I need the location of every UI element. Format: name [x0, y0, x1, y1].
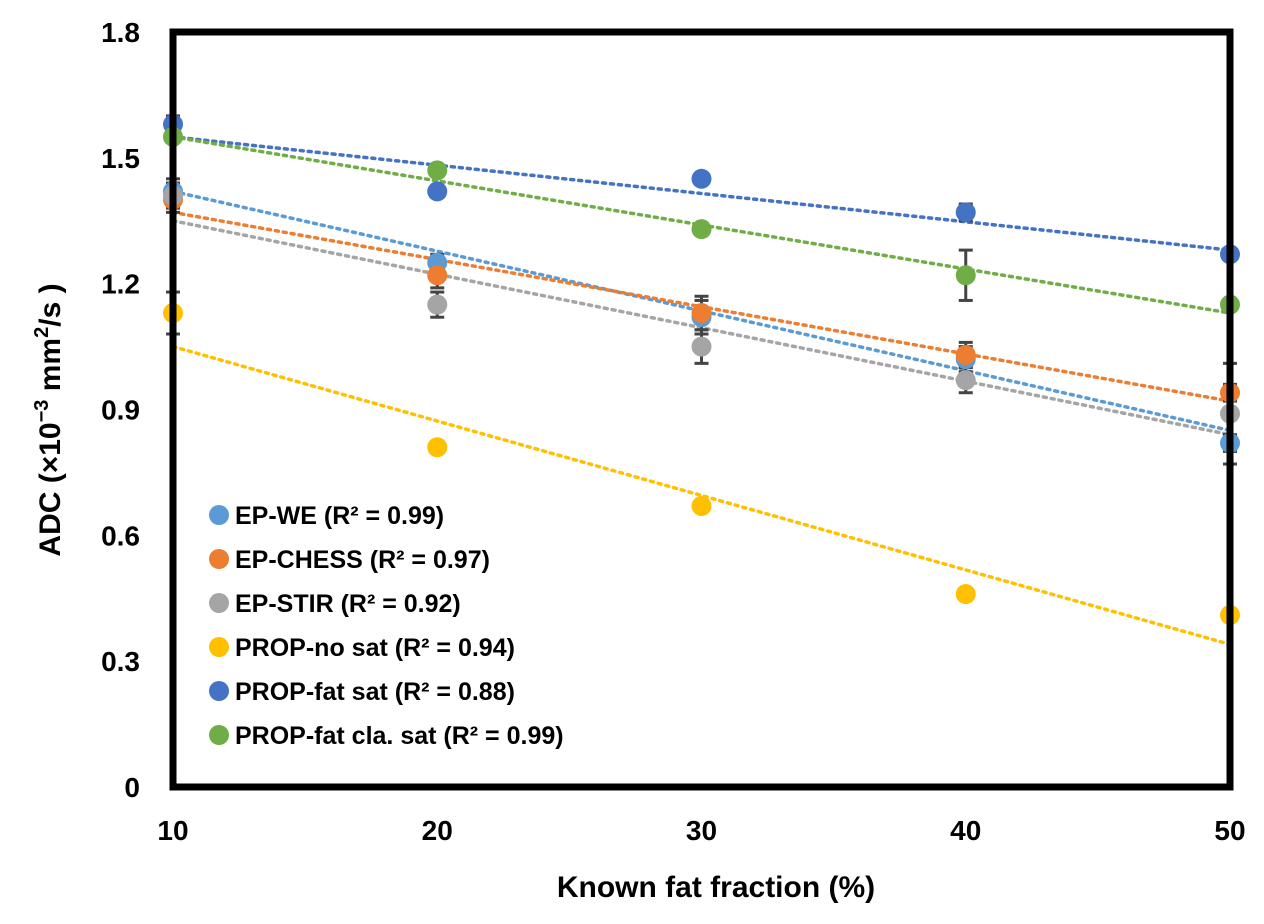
- trendline-prop-no-sat: [171, 344, 1232, 647]
- plot-frame: [169, 28, 1234, 791]
- point-prop-fat-cla-sat: [691, 219, 712, 240]
- y-axis-title-prefix: ADC (×10: [34, 422, 67, 556]
- legend-r-squared: (R² = 0.99): [443, 722, 563, 750]
- legend-marker-prop-fat-cla-sat: [209, 725, 229, 745]
- trendline-ep-we: [171, 189, 1232, 433]
- x-tick-label: 10: [157, 815, 188, 846]
- legend-r-squared: (R² = 0.97): [370, 546, 490, 574]
- point-prop-no-sat: [691, 495, 712, 516]
- point-prop-fat-sat: [955, 202, 976, 223]
- legend-marker-prop-no-sat: [209, 637, 229, 657]
- legend-series-name: PROP-no sat: [235, 634, 395, 662]
- point-ep-chess: [427, 265, 448, 286]
- legend-label-prop-fat-cla-sat: PROP-fat cla. sat (R² = 0.99): [235, 722, 564, 750]
- y-tick-label: 0: [124, 772, 140, 803]
- y-axis-title-exponent: −3: [31, 400, 53, 423]
- legend-marker-ep-stir: [209, 593, 229, 613]
- point-prop-fat-cla-sat: [955, 265, 976, 286]
- legend-series-name: EP-CHESS: [235, 546, 370, 574]
- legend-series-name: PROP-fat sat: [235, 678, 395, 706]
- point-prop-fat-sat: [691, 168, 712, 189]
- point-ep-stir: [691, 336, 712, 357]
- y-axis-title: ADC (×10−3 mm2/s ): [31, 283, 67, 556]
- point-ep-stir: [955, 370, 976, 391]
- trendline-prop-fat-sat: [171, 135, 1232, 252]
- y-tick-label: 0.9: [101, 395, 140, 426]
- x-tick-label: 20: [422, 815, 453, 846]
- legend-r-squared: (R² = 0.92): [341, 590, 461, 618]
- legend-label-prop-no-sat: PROP-no sat (R² = 0.94): [235, 634, 515, 662]
- x-tick-label: 30: [686, 815, 717, 846]
- y-tick-label: 0.3: [101, 646, 140, 677]
- y-tick-label: 0.6: [101, 520, 140, 551]
- point-prop-fat-sat: [427, 181, 448, 202]
- y-tick-label: 1.5: [101, 143, 140, 174]
- x-axis-title: Known fat fraction (%): [557, 871, 875, 904]
- y-axis-title-suffix: /s ): [34, 283, 67, 326]
- legend: EP-WE (R² = 0.99)EP-CHESS (R² = 0.97)EP-…: [209, 502, 564, 750]
- point-ep-stir: [427, 294, 448, 315]
- x-axis-ticks: 10 20 30 40 50: [157, 815, 1245, 846]
- point-ep-chess: [955, 344, 976, 365]
- legend-label-ep-we: EP-WE (R² = 0.99): [235, 502, 444, 530]
- legend-r-squared: (R² = 0.88): [395, 678, 515, 706]
- legend-marker-ep-chess: [209, 549, 229, 569]
- x-tick-label: 40: [950, 815, 981, 846]
- point-prop-no-sat: [955, 584, 976, 605]
- y-axis-ticks: 0 0.3 0.6 0.9 1.2 1.5 1.8: [101, 17, 140, 803]
- legend-marker-prop-fat-sat: [209, 681, 229, 701]
- legend-r-squared: (R² = 0.99): [324, 502, 444, 530]
- legend-marker-ep-we: [209, 505, 229, 525]
- legend-series-name: EP-WE: [235, 502, 324, 530]
- y-tick-label: 1.8: [101, 17, 140, 48]
- point-ep-chess: [691, 303, 712, 324]
- y-axis-title-unit-exponent: 2: [31, 327, 53, 338]
- y-axis-title-unit: mm: [34, 338, 67, 400]
- x-tick-label: 50: [1214, 815, 1245, 846]
- legend-r-squared: (R² = 0.94): [395, 634, 515, 662]
- legend-label-ep-chess: EP-CHESS (R² = 0.97): [235, 546, 490, 574]
- legend-label-prop-fat-sat: PROP-fat sat (R² = 0.88): [235, 678, 515, 706]
- legend-series-name: PROP-fat cla. sat: [235, 722, 443, 750]
- point-prop-fat-cla-sat: [427, 160, 448, 181]
- point-prop-no-sat: [427, 437, 448, 458]
- legend-series-name: EP-STIR: [235, 590, 341, 618]
- y-tick-label: 1.2: [101, 269, 140, 300]
- error-bars: [166, 114, 1237, 621]
- legend-label-ep-stir: EP-STIR (R² = 0.92): [235, 590, 461, 618]
